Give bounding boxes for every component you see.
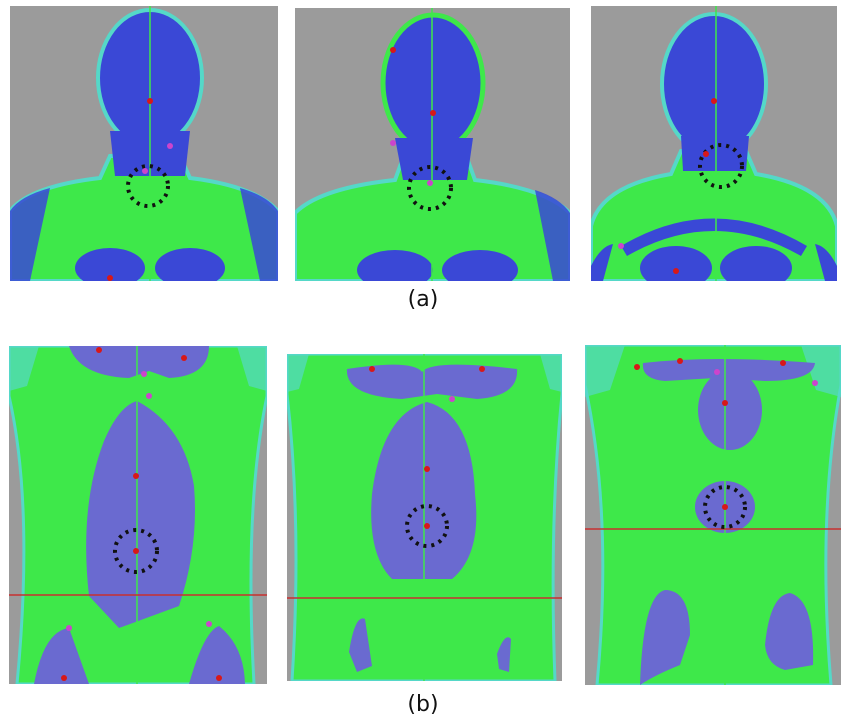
panel-a1 xyxy=(10,6,278,281)
neck-scan-a3 xyxy=(591,6,837,281)
panel-a3 xyxy=(591,6,837,281)
neck-scan-a2 xyxy=(295,8,570,281)
panel-a2 xyxy=(295,8,570,281)
torso-scan-b3 xyxy=(585,345,841,685)
caption-a: (a) xyxy=(407,287,439,312)
caption-b: (b) xyxy=(407,692,439,717)
neck-scan-a1 xyxy=(10,6,278,281)
panel-b1 xyxy=(9,346,267,684)
panel-b3 xyxy=(585,345,841,685)
panel-b2 xyxy=(287,354,562,681)
torso-scan-b2 xyxy=(287,354,562,681)
torso-scan-b1 xyxy=(9,346,267,684)
